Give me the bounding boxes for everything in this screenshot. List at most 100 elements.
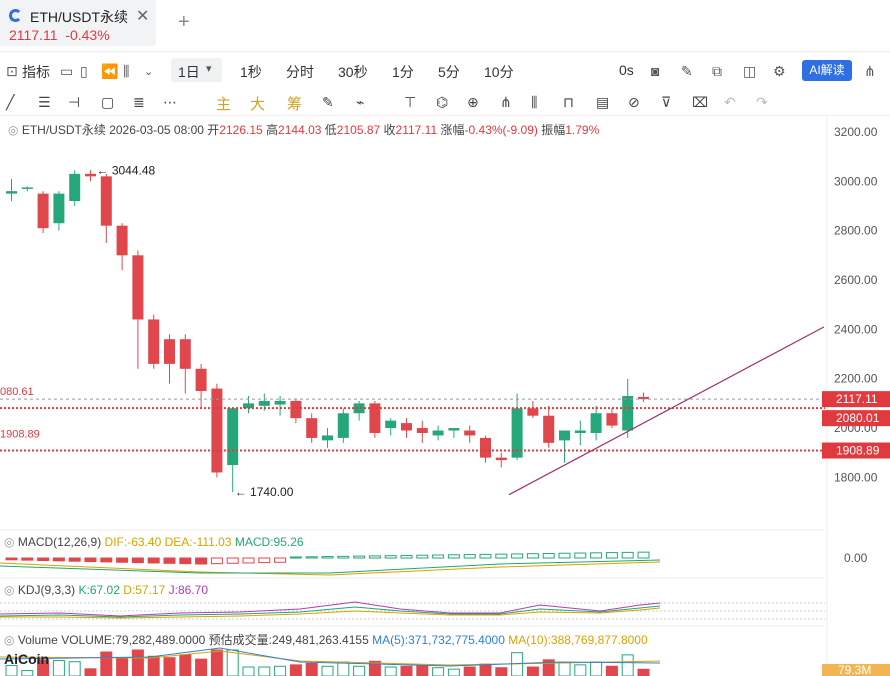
candle-body — [574, 430, 586, 433]
volume-ma5-line — [0, 647, 661, 667]
share-icon[interactable]: ⋔ — [864, 63, 876, 79]
macd-bar — [384, 555, 397, 559]
fib-tool-icon[interactable]: ≣ — [133, 94, 145, 110]
macd-dea-line — [0, 561, 661, 576]
y-tick-label: 3200.00 — [834, 125, 878, 139]
macd-bar — [526, 553, 539, 559]
macd-bar — [511, 553, 524, 559]
brush-icon[interactable]: ⌁ — [356, 94, 365, 110]
volume-bar — [147, 655, 160, 676]
macd-bar — [5, 557, 18, 561]
volume-bar — [5, 665, 18, 676]
kdj-k-line — [0, 605, 661, 618]
bell-icon[interactable]: ◎ — [4, 633, 15, 647]
volume-bar — [100, 651, 113, 676]
chevron-down-icon[interactable]: ⌄ — [144, 66, 154, 78]
period-1s[interactable]: 1秒 — [240, 64, 262, 80]
ohlc-datetime: 2026-03-05 08:00 — [109, 123, 204, 137]
macd-bar — [21, 557, 34, 561]
layout-icon[interactable]: ▯ — [80, 63, 88, 79]
period-30s[interactable]: 30秒 — [338, 64, 368, 80]
chip-button[interactable]: 筹 — [287, 96, 303, 113]
volume-bar — [274, 665, 287, 676]
kdj-j: J:86.70 — [168, 583, 208, 597]
symbol-tab[interactable]: ETH/USDT永续 2117.11 -0.43% ✕ — [0, 0, 156, 46]
candle-type-icon[interactable]: ⫼ — [123, 63, 130, 79]
template-icon[interactable]: ▭ — [60, 63, 74, 79]
trash-icon[interactable]: ⌧ — [692, 94, 709, 110]
more-tools-icon[interactable]: ⋯ — [163, 94, 177, 110]
candle-body — [322, 435, 333, 441]
indicators-button[interactable]: 指标 — [22, 64, 50, 80]
ai-analysis-button[interactable]: AI解读 — [802, 60, 852, 81]
settings-icon[interactable]: ⚙ — [773, 63, 786, 79]
period-5m[interactable]: 5分 — [438, 64, 460, 80]
period-selector[interactable]: 1日 ▾ — [171, 58, 222, 82]
candle-body — [21, 187, 33, 189]
volume-bar — [432, 667, 445, 676]
hlines-tool-icon[interactable]: ☰ — [38, 94, 51, 110]
eye-icon[interactable]: ◎ — [8, 123, 19, 137]
plus-icon[interactable]: + — [178, 11, 190, 33]
main-force-button[interactable]: 主 — [216, 96, 232, 113]
hline-tool-icon[interactable]: ⊣ — [68, 94, 81, 110]
candle-body — [401, 423, 412, 431]
macd-bar — [321, 556, 334, 559]
link-icon[interactable]: ⊘ — [628, 94, 640, 110]
macd-bar — [542, 552, 555, 559]
volume-bar — [353, 665, 366, 676]
camera-icon[interactable]: ◙ — [651, 63, 660, 79]
ohlc-change-label: 涨幅 — [440, 123, 465, 137]
candle-icon[interactable]: ⫼ — [531, 94, 538, 110]
macd-bar — [242, 557, 255, 564]
indicator-icon[interactable]: ⊡ — [6, 63, 18, 79]
share-window-icon[interactable]: ⧉ — [712, 63, 722, 79]
volume-bar — [416, 665, 429, 676]
bell-icon[interactable]: ◎ — [4, 583, 15, 597]
text-tool-icon[interactable]: ⊤ — [404, 94, 417, 110]
candle-body — [85, 173, 96, 177]
period-1m[interactable]: 1分 — [392, 64, 414, 80]
volume-bar — [52, 660, 65, 676]
candle-body — [369, 403, 381, 433]
macd-bar — [68, 557, 81, 562]
period-timeshare[interactable]: 分时 — [286, 64, 314, 80]
ohlc-close-label: 收 — [383, 123, 396, 137]
candle-body — [606, 413, 618, 426]
magnet-icon[interactable]: ⋔ — [500, 94, 512, 110]
line-tool-icon[interactable]: ╱ — [6, 94, 15, 110]
y-tick-label: 1800.00 — [834, 470, 878, 484]
filter-icon[interactable]: ⊽ — [661, 94, 672, 110]
note-icon[interactable]: ▤ — [596, 94, 610, 110]
redo-icon[interactable]: ↷ — [756, 94, 768, 110]
large-order-button[interactable]: 大 — [250, 96, 266, 113]
alert-icon[interactable]: ◫ — [743, 63, 757, 79]
chevron-down-icon: ▾ — [206, 63, 212, 75]
macd-bar — [274, 557, 287, 563]
volume-bar — [574, 664, 587, 676]
candlestick-chart[interactable]: ← 3044.48 ← 1740.00 080.61 1908.89 1800.00 2… — [0, 117, 890, 676]
ruler-icon[interactable]: ⌬ — [436, 94, 449, 110]
macd-bar — [621, 551, 634, 559]
rect-tool-icon[interactable]: ▢ — [101, 94, 115, 110]
kdj-k: K:67.02 — [78, 583, 120, 597]
close-icon[interactable]: ✕ — [136, 8, 150, 25]
kdj-j-line — [0, 601, 661, 617]
volume-bar — [116, 657, 129, 676]
macd-title: MACD(12,26,9) — [17, 535, 102, 549]
zoom-icon[interactable]: ⊕ — [467, 94, 479, 110]
macd-bar — [605, 552, 618, 559]
edit-icon[interactable]: ✎ — [322, 94, 334, 110]
bell-icon[interactable]: ◎ — [4, 535, 15, 549]
candle-body — [306, 418, 318, 438]
volume-bar — [337, 661, 350, 676]
volume-value: VOLUME:79,282,489.0000 — [61, 633, 206, 647]
pen-icon[interactable]: ✎ — [681, 63, 693, 79]
period-10m[interactable]: 10分 — [484, 64, 514, 80]
rewind-icon[interactable]: ⏪ — [101, 63, 119, 79]
lock-icon[interactable]: ⊓ — [563, 94, 574, 110]
macd-bar — [463, 554, 476, 559]
undo-icon[interactable]: ↶ — [724, 94, 736, 110]
candle-body — [337, 413, 349, 438]
volume-bar — [463, 666, 476, 676]
